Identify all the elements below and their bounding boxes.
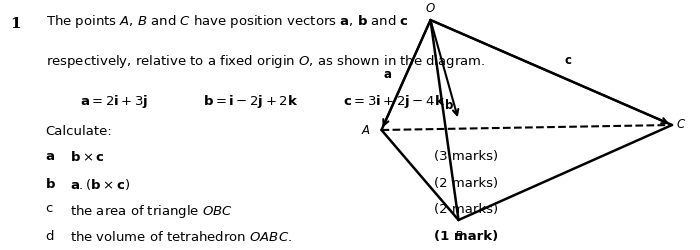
Text: $A$: $A$ — [361, 124, 371, 136]
Text: $\mathbf{c}$: $\mathbf{c}$ — [564, 54, 572, 66]
Text: 1: 1 — [10, 18, 21, 32]
Text: $\mathbf{c} = 3\mathbf{i} + 2\mathbf{j} - 4\mathbf{k}$: $\mathbf{c} = 3\mathbf{i} + 2\mathbf{j} … — [343, 92, 445, 110]
Text: $\mathbf{a} = 2\mathbf{i} + 3\mathbf{j}$: $\mathbf{a} = 2\mathbf{i} + 3\mathbf{j}$ — [80, 92, 149, 110]
Text: the area of triangle $OBC$: the area of triangle $OBC$ — [70, 202, 233, 220]
Text: $B$: $B$ — [454, 230, 463, 243]
Text: (2 marks): (2 marks) — [434, 202, 498, 215]
Text: $\mathbf{b} = \mathbf{i} - 2\mathbf{j} + 2\mathbf{k}$: $\mathbf{b} = \mathbf{i} - 2\mathbf{j} +… — [203, 92, 298, 110]
Text: $\mathbf{b} \times \mathbf{c}$: $\mathbf{b} \times \mathbf{c}$ — [70, 150, 105, 164]
Text: The points $A$, $B$ and $C$ have position vectors $\mathbf{a}$, $\mathbf{b}$ and: The points $A$, $B$ and $C$ have positio… — [46, 12, 408, 29]
Text: (1 mark): (1 mark) — [434, 230, 498, 243]
Text: $\mathbf{a}$: $\mathbf{a}$ — [383, 68, 392, 82]
Text: a: a — [46, 150, 55, 163]
Text: respectively, relative to a fixed origin $O$, as shown in the diagram.: respectively, relative to a fixed origin… — [46, 52, 485, 70]
Text: $C$: $C$ — [676, 118, 686, 132]
Text: $\mathbf{b}$: $\mathbf{b}$ — [444, 98, 454, 112]
Text: c: c — [46, 202, 53, 215]
Text: (2 marks): (2 marks) — [434, 178, 498, 190]
Text: (3 marks): (3 marks) — [434, 150, 498, 163]
Text: $O$: $O$ — [425, 2, 436, 15]
Text: d: d — [46, 230, 54, 243]
Text: the volume of tetrahedron $OABC$.: the volume of tetrahedron $OABC$. — [70, 230, 292, 244]
Text: b: b — [46, 178, 55, 190]
Text: $\mathbf{a}.(\mathbf{b} \times \mathbf{c})$: $\mathbf{a}.(\mathbf{b} \times \mathbf{c… — [70, 178, 130, 192]
Text: Calculate:: Calculate: — [46, 125, 112, 138]
